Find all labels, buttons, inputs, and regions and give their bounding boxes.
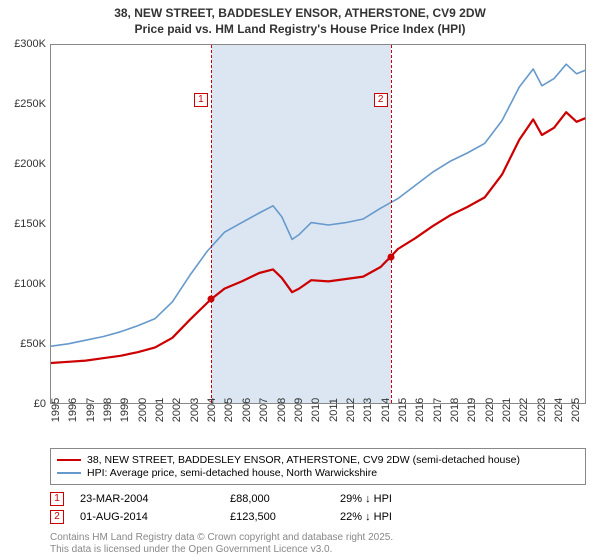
x-tick-label: 2017 — [432, 398, 444, 422]
x-tick-label: 1996 — [67, 398, 79, 422]
x-tick-label: 2004 — [206, 398, 218, 422]
y-tick-label: £150K — [14, 218, 46, 230]
sale-price: £88,000 — [230, 493, 340, 505]
x-tick-label: 1997 — [85, 398, 97, 422]
chart-title: 38, NEW STREET, BADDESLEY ENSOR, ATHERST… — [0, 0, 600, 37]
legend: 38, NEW STREET, BADDESLEY ENSOR, ATHERST… — [50, 448, 586, 485]
legend-label: HPI: Average price, semi-detached house,… — [87, 467, 377, 479]
x-tick-label: 2011 — [328, 398, 340, 422]
x-tick-label: 2001 — [154, 398, 166, 422]
sale-marker-box: 1 — [50, 492, 64, 506]
sale-dot — [387, 253, 394, 260]
sale-marker-box: 2 — [374, 93, 388, 107]
x-tick-label: 2019 — [466, 398, 478, 422]
x-tick-label: 2009 — [293, 398, 305, 422]
series-price_paid — [51, 112, 585, 363]
x-tick-label: 2007 — [258, 398, 270, 422]
x-tick-label: 2021 — [501, 398, 513, 422]
y-tick-label: £300K — [14, 38, 46, 50]
x-tick-label: 1999 — [119, 398, 131, 422]
x-tick-label: 1995 — [50, 398, 62, 422]
x-tick-label: 2015 — [397, 398, 409, 422]
series-svg — [51, 45, 587, 405]
x-tick-label: 2005 — [223, 398, 235, 422]
legend-row: 38, NEW STREET, BADDESLEY ENSOR, ATHERST… — [57, 454, 579, 466]
x-tick-label: 2008 — [276, 398, 288, 422]
y-tick-label: £250K — [14, 98, 46, 110]
x-tick-label: 2023 — [536, 398, 548, 422]
y-tick-label: £0 — [34, 398, 46, 410]
legend-swatch — [57, 472, 81, 474]
sale-marker-box: 1 — [194, 93, 208, 107]
legend-swatch — [57, 459, 81, 461]
legend-row: HPI: Average price, semi-detached house,… — [57, 467, 579, 479]
sale-date: 01-AUG-2014 — [80, 511, 230, 523]
x-axis: 1995199619971998199920002001200220032004… — [50, 404, 586, 454]
footer-line-1: Contains HM Land Registry data © Crown c… — [50, 532, 393, 544]
x-tick-label: 2020 — [484, 398, 496, 422]
sale-vline — [391, 45, 392, 403]
chart-plot-area: 12 — [50, 44, 586, 404]
x-tick-label: 2003 — [189, 398, 201, 422]
x-tick-label: 2002 — [171, 398, 183, 422]
footer-attribution: Contains HM Land Registry data © Crown c… — [50, 532, 393, 556]
x-tick-label: 2018 — [449, 398, 461, 422]
x-tick-label: 2000 — [137, 398, 149, 422]
sale-dot — [207, 296, 214, 303]
x-tick-label: 2012 — [345, 398, 357, 422]
x-tick-label: 2022 — [518, 398, 530, 422]
x-tick-label: 2016 — [414, 398, 426, 422]
sale-delta: 22% ↓ HPI — [340, 511, 392, 523]
y-tick-label: £100K — [14, 278, 46, 290]
sales-table-row: 1 23-MAR-2004£88,00029% ↓ HPI — [50, 490, 392, 508]
y-axis: £0£50K£100K£150K£200K£250K£300K — [0, 44, 50, 404]
x-tick-label: 2010 — [310, 398, 322, 422]
sale-delta: 29% ↓ HPI — [340, 493, 392, 505]
x-tick-label: 2014 — [380, 398, 392, 422]
x-tick-label: 2006 — [241, 398, 253, 422]
y-tick-label: £200K — [14, 158, 46, 170]
series-hpi — [51, 64, 585, 346]
sales-table-row: 2 01-AUG-2014£123,50022% ↓ HPI — [50, 508, 392, 526]
x-tick-label: 2024 — [553, 398, 565, 422]
sale-marker-box: 2 — [50, 510, 64, 524]
title-line-2: Price paid vs. HM Land Registry's House … — [0, 22, 600, 38]
x-tick-label: 2025 — [570, 398, 582, 422]
x-tick-label: 2013 — [362, 398, 374, 422]
legend-label: 38, NEW STREET, BADDESLEY ENSOR, ATHERST… — [87, 454, 520, 466]
sale-date: 23-MAR-2004 — [80, 493, 230, 505]
title-line-1: 38, NEW STREET, BADDESLEY ENSOR, ATHERST… — [0, 6, 600, 22]
x-tick-label: 1998 — [102, 398, 114, 422]
sale-vline — [211, 45, 212, 403]
footer-line-2: This data is licensed under the Open Gov… — [50, 544, 393, 556]
y-tick-label: £50K — [20, 338, 46, 350]
sales-table: 1 23-MAR-2004£88,00029% ↓ HPI 2 01-AUG-2014… — [50, 490, 392, 526]
sale-price: £123,500 — [230, 511, 340, 523]
